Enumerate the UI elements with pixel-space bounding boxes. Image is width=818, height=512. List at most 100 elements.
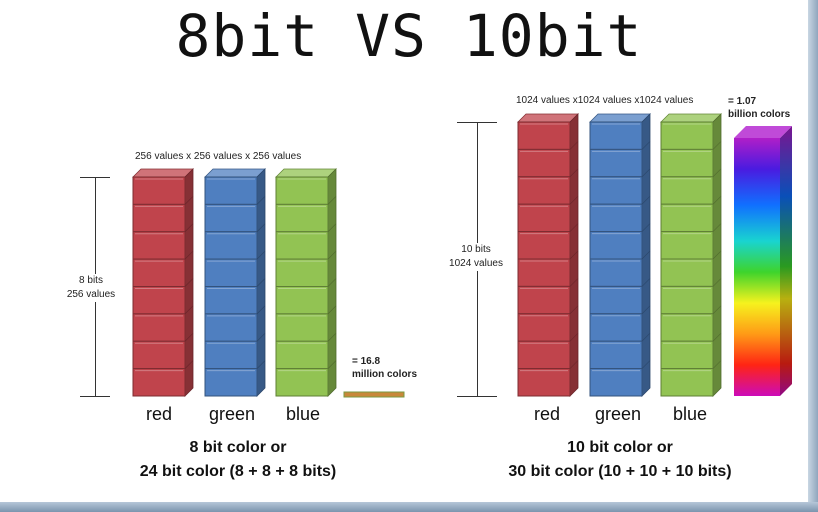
right-caption-line1: 10 bit color or [567, 439, 673, 456]
right-green-column-side-divider [641, 113, 651, 123]
right-red-column [517, 113, 579, 397]
right-green-column-side-divider [641, 360, 651, 369]
left-red-column-top [132, 168, 194, 178]
right-red-column-side-divider [569, 113, 579, 123]
right-green-column-cell [589, 258, 643, 287]
spectrum-column-front [734, 138, 780, 396]
left-blue-column-side-divider [327, 250, 337, 260]
left-blue-column-cell [275, 258, 329, 287]
left-green-column-top [204, 168, 266, 178]
page-title: 8bit VS 10bit [175, 2, 643, 70]
left-blue-column-side-divider [327, 196, 337, 205]
left-caption: 8 bit color or 24 bit color (8 + 8 + 8 b… [58, 436, 418, 484]
left-red-column-side-divider [184, 196, 194, 205]
right-label-red: red [533, 404, 560, 424]
left-green-column-cell [204, 258, 258, 287]
right-red-column-top [517, 113, 579, 123]
left-red-column-side-divider [184, 223, 194, 232]
left-blue-column-cell [275, 313, 329, 342]
left-blue-column-cell [275, 368, 329, 397]
right-result-value: = 1.07 [728, 96, 757, 107]
left-green-column-side-divider [256, 223, 266, 232]
right-red-column-side-divider [569, 305, 579, 315]
right-red-column-cell [517, 121, 571, 150]
left-blue-column-cell [275, 286, 329, 315]
left-result-bar [343, 391, 405, 398]
right-blue-column-side-divider [712, 305, 722, 315]
right-caption-line2: 30 bit color (10 + 10 + 10 bits) [508, 463, 732, 480]
left-green-column-cell [204, 286, 258, 315]
right-blue-column-side-divider [712, 141, 722, 150]
left-blue-column [275, 168, 337, 397]
left-dim-values: 256 values [51, 288, 131, 302]
right-green-column-top [589, 113, 651, 123]
right-red-column-side-divider [569, 332, 579, 342]
left-red-column-side-divider [184, 168, 194, 178]
left-green-column-side-divider [256, 250, 266, 260]
right-blue-column-top [660, 113, 722, 123]
right-blue-column [660, 113, 722, 397]
right-green-column-cell [589, 148, 643, 178]
left-result-label: = 16.8 million colors [352, 355, 417, 381]
right-red-column-side-divider [569, 141, 579, 150]
right-green-column-cell [589, 285, 643, 315]
right-green-column-side-divider [641, 278, 651, 287]
left-red-column-cell [132, 176, 186, 205]
left-blue-column-cell [275, 340, 329, 370]
left-blue-column-top [275, 168, 337, 178]
right-blue-column-cell [660, 176, 714, 205]
right-red-column-cell [517, 340, 571, 370]
left-green-column-cell [204, 368, 258, 397]
right-red-column-side-divider [569, 223, 579, 232]
right-dim-values: 1024 values [436, 257, 516, 271]
right-blue-column-side-divider [712, 332, 722, 342]
left-caption-line2: 24 bit color (8 + 8 + 8 bits) [139, 463, 337, 480]
right-blue-column-side-divider [712, 195, 722, 205]
left-dim-bits: 8 bits [51, 274, 131, 288]
left-blue-column-side-divider [327, 168, 337, 178]
right-result-label: = 1.07 billion colors [728, 95, 790, 121]
right-green-column-cell [589, 313, 643, 342]
right-red-column-cell [517, 258, 571, 287]
left-blue-column-side-divider [327, 360, 337, 369]
right-blue-column-side-divider [712, 360, 722, 369]
right-blue-column-cell [660, 340, 714, 370]
right-green-column-cell [589, 340, 643, 370]
left-red-column-side-divider [184, 360, 194, 369]
right-caption: 10 bit color or 30 bit color (10 + 10 + … [440, 436, 800, 484]
right-blue-column-cell [660, 121, 714, 150]
right-red-column-side-divider [569, 278, 579, 287]
right-green-column-cell [589, 368, 643, 397]
right-label-blue: blue [672, 404, 708, 424]
left-green-column-cell [204, 203, 258, 233]
left-red-column-cell [132, 203, 186, 233]
right-red-column-side-divider [569, 360, 579, 369]
left-dim-label: 8 bits 256 values [51, 274, 131, 302]
right-blue-column-cell [660, 285, 714, 315]
right-red-column-side-divider [569, 168, 579, 178]
right-green-column-side-divider [641, 223, 651, 232]
left-label-blue: blue [285, 404, 321, 424]
right-red-column-cell [517, 313, 571, 342]
right-label-green: green [594, 404, 642, 424]
spectrum-column-side [780, 126, 792, 396]
right-blue-column-cell [660, 258, 714, 287]
right-green-column-side-divider [641, 195, 651, 205]
right-red-column-cell [517, 148, 571, 178]
right-blue-column-cell [660, 313, 714, 342]
left-green-column-cell [204, 231, 258, 260]
left-green-column-cell [204, 313, 258, 342]
right-dim-label: 10 bits 1024 values [436, 243, 516, 271]
right-blue-column-cell [660, 203, 714, 233]
right-dim-bottom-tick [457, 396, 497, 397]
left-blue-column-cell [275, 203, 329, 233]
left-result-value: = 16.8 [352, 356, 381, 367]
right-green-column-side-divider [641, 305, 651, 315]
right-red-column-cell [517, 285, 571, 315]
right-dim-bits: 10 bits [436, 243, 516, 257]
left-red-column-cell [132, 340, 186, 370]
right-green-column-side-divider [641, 332, 651, 342]
left-green-column-side-divider [256, 168, 266, 178]
right-green-column-side-divider [641, 141, 651, 150]
right-blue-column-side-divider [712, 168, 722, 178]
